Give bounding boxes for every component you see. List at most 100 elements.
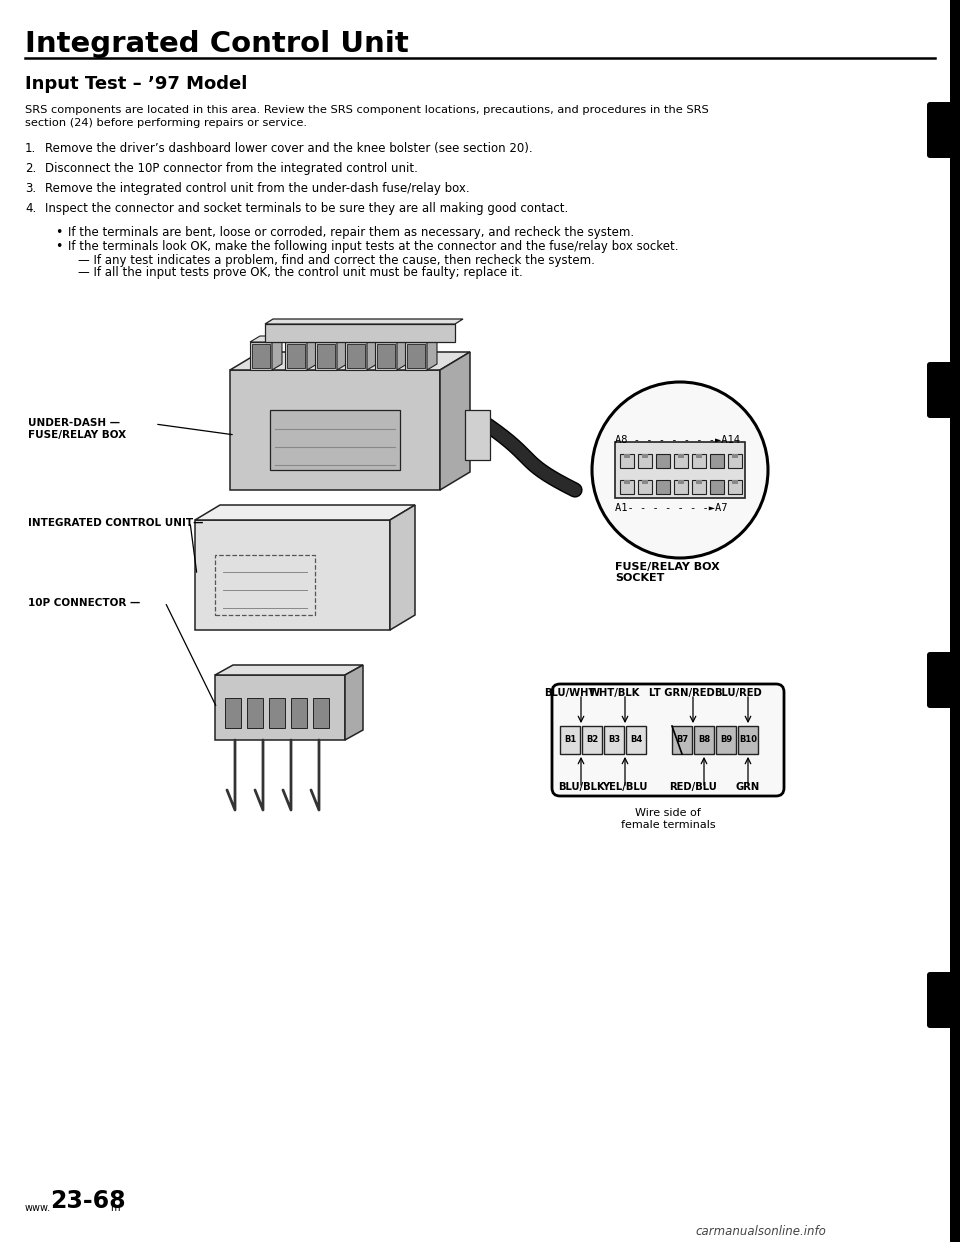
Bar bbox=[678, 479, 684, 484]
Text: B7: B7 bbox=[676, 735, 688, 744]
Bar bbox=[638, 479, 652, 494]
Bar bbox=[732, 479, 738, 484]
Bar bbox=[732, 455, 738, 458]
Polygon shape bbox=[405, 337, 437, 342]
Bar bbox=[656, 479, 670, 494]
Polygon shape bbox=[265, 319, 463, 324]
Text: 1.: 1. bbox=[25, 142, 36, 155]
Text: B1: B1 bbox=[564, 735, 576, 744]
Polygon shape bbox=[250, 342, 272, 370]
Text: UNDER-DASH —: UNDER-DASH — bbox=[28, 419, 120, 428]
Text: LT GRN/RED: LT GRN/RED bbox=[649, 688, 715, 698]
FancyBboxPatch shape bbox=[927, 652, 960, 708]
Bar bbox=[624, 455, 630, 458]
Text: B4: B4 bbox=[630, 735, 642, 744]
Bar bbox=[407, 344, 425, 368]
Bar bbox=[950, 0, 960, 1242]
Text: BLU/WHT: BLU/WHT bbox=[544, 688, 596, 698]
Polygon shape bbox=[195, 505, 415, 520]
Bar bbox=[215, 555, 315, 615]
Bar bbox=[716, 727, 736, 754]
Bar bbox=[560, 727, 580, 754]
Bar bbox=[225, 698, 241, 728]
Bar bbox=[728, 479, 742, 494]
Text: Input Test – ’97 Model: Input Test – ’97 Model bbox=[25, 75, 248, 93]
Text: — If all the input tests prove OK, the control unit must be faulty; replace it.: — If all the input tests prove OK, the c… bbox=[78, 266, 523, 279]
Bar bbox=[692, 455, 706, 468]
Text: 10P CONNECTOR —: 10P CONNECTOR — bbox=[28, 597, 140, 609]
Text: female terminals: female terminals bbox=[621, 820, 715, 830]
Bar bbox=[626, 727, 646, 754]
Polygon shape bbox=[337, 337, 347, 370]
Bar bbox=[291, 698, 307, 728]
Text: SRS components are located in this area. Review the SRS component locations, pre: SRS components are located in this area.… bbox=[25, 106, 708, 116]
Bar bbox=[287, 344, 305, 368]
Polygon shape bbox=[195, 520, 390, 630]
Text: •: • bbox=[55, 226, 62, 238]
Text: A8 - - - - - - -►A14: A8 - - - - - - -►A14 bbox=[615, 435, 740, 445]
Text: RED/BLU: RED/BLU bbox=[669, 782, 717, 792]
Bar bbox=[270, 410, 400, 469]
Text: FUSE/RELAY BOX: FUSE/RELAY BOX bbox=[28, 430, 126, 440]
Polygon shape bbox=[250, 337, 282, 342]
FancyBboxPatch shape bbox=[927, 361, 960, 419]
Text: Disconnect the 10P connector from the integrated control unit.: Disconnect the 10P connector from the in… bbox=[45, 161, 418, 175]
Polygon shape bbox=[375, 337, 407, 342]
Bar bbox=[604, 727, 624, 754]
Bar bbox=[269, 698, 285, 728]
Bar bbox=[620, 455, 634, 468]
FancyBboxPatch shape bbox=[552, 684, 784, 796]
Text: 2.: 2. bbox=[25, 161, 36, 175]
Bar bbox=[656, 455, 670, 468]
Polygon shape bbox=[230, 351, 470, 370]
Bar bbox=[615, 442, 745, 498]
Text: 3.: 3. bbox=[25, 183, 36, 195]
Text: B9: B9 bbox=[720, 735, 732, 744]
Text: B8: B8 bbox=[698, 735, 710, 744]
Polygon shape bbox=[345, 664, 363, 740]
Text: Wire side of: Wire side of bbox=[636, 809, 701, 818]
Text: INTEGRATED CONTROL UNIT—: INTEGRATED CONTROL UNIT— bbox=[28, 518, 204, 528]
Text: FUSE/RELAY BOX: FUSE/RELAY BOX bbox=[615, 561, 720, 573]
Polygon shape bbox=[367, 337, 377, 370]
Bar bbox=[696, 455, 702, 458]
Bar bbox=[738, 727, 758, 754]
Text: Integrated Control Unit: Integrated Control Unit bbox=[25, 30, 409, 58]
Text: If the terminals are bent, loose or corroded, repair them as necessary, and rech: If the terminals are bent, loose or corr… bbox=[68, 226, 635, 238]
Polygon shape bbox=[230, 370, 440, 491]
Bar bbox=[317, 344, 335, 368]
Text: If the terminals look OK, make the following input tests at the connector and th: If the terminals look OK, make the follo… bbox=[68, 240, 679, 253]
Polygon shape bbox=[440, 351, 470, 491]
Text: YEL/BLU: YEL/BLU bbox=[602, 782, 648, 792]
Bar bbox=[694, 727, 714, 754]
Text: A1- - - - - - -►A7: A1- - - - - - -►A7 bbox=[615, 503, 728, 513]
Text: •: • bbox=[55, 240, 62, 253]
Bar bbox=[313, 698, 329, 728]
Polygon shape bbox=[345, 342, 367, 370]
Text: Remove the driver’s dashboard lower cover and the knee bolster (see section 20).: Remove the driver’s dashboard lower cove… bbox=[45, 142, 533, 155]
Polygon shape bbox=[315, 337, 347, 342]
Text: www.: www. bbox=[25, 1203, 51, 1213]
Bar bbox=[642, 455, 648, 458]
Bar bbox=[252, 344, 270, 368]
Text: 4.: 4. bbox=[25, 202, 36, 215]
Polygon shape bbox=[405, 342, 427, 370]
Polygon shape bbox=[285, 337, 317, 342]
FancyBboxPatch shape bbox=[927, 972, 960, 1028]
Text: B3: B3 bbox=[608, 735, 620, 744]
Polygon shape bbox=[215, 664, 363, 674]
Bar bbox=[377, 344, 395, 368]
Polygon shape bbox=[285, 342, 307, 370]
Bar bbox=[247, 698, 263, 728]
Bar bbox=[674, 479, 688, 494]
Bar bbox=[728, 455, 742, 468]
Bar bbox=[710, 455, 724, 468]
Text: Inspect the connector and socket terminals to be sure they are all making good c: Inspect the connector and socket termina… bbox=[45, 202, 568, 215]
Text: Remove the integrated control unit from the under-dash fuse/relay box.: Remove the integrated control unit from … bbox=[45, 183, 469, 195]
Polygon shape bbox=[427, 337, 437, 370]
Polygon shape bbox=[390, 505, 415, 630]
Text: BLU/RED: BLU/RED bbox=[714, 688, 762, 698]
Bar bbox=[624, 479, 630, 484]
Text: WHT/BLK: WHT/BLK bbox=[588, 688, 639, 698]
Text: carmanualsonline.info: carmanualsonline.info bbox=[695, 1225, 826, 1238]
